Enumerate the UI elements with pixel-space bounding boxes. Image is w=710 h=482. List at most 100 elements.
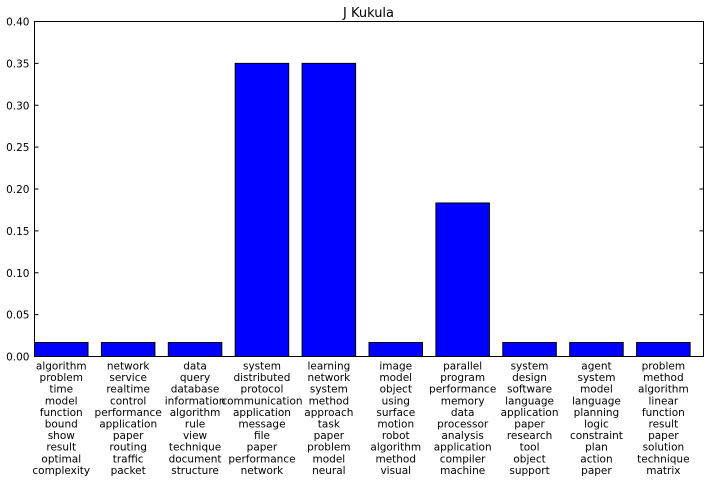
x-category-word: object xyxy=(380,384,412,396)
x-category-word: information xyxy=(165,395,226,407)
x-category-word: result xyxy=(46,442,76,454)
bar-7 xyxy=(435,202,490,357)
x-category-word: software xyxy=(507,384,552,396)
x-category-word: application xyxy=(434,442,492,454)
x-category-label-5: learning network system method approach task p… xyxy=(304,361,353,477)
x-category-word: analysis xyxy=(441,430,484,442)
x-category-word: function xyxy=(642,407,685,419)
x-category-word: system xyxy=(577,372,615,384)
chart-title: J Kukula xyxy=(342,6,394,21)
x-category-word: application xyxy=(233,407,291,419)
x-category-word: technique xyxy=(637,453,689,465)
x-category-word: communication xyxy=(221,395,302,407)
x-category-word: document xyxy=(169,453,222,465)
x-category-word: method xyxy=(643,372,684,384)
x-category-word: function xyxy=(40,407,83,419)
x-category-word: control xyxy=(110,395,146,407)
x-category-word: algorithm xyxy=(638,384,689,396)
x-category-word: plan xyxy=(585,442,608,454)
x-category-word: design xyxy=(512,372,547,384)
y-tick-label: 0.00 xyxy=(6,352,29,364)
x-category-word: paper xyxy=(314,430,345,442)
x-category-word: protocol xyxy=(241,384,284,396)
bar-6 xyxy=(368,342,424,358)
x-category-label-7: parallel program performance memory data proc… xyxy=(429,361,496,477)
x-category-word: database xyxy=(171,384,220,396)
x-category-word: application xyxy=(501,407,559,419)
x-category-word: problem xyxy=(642,361,685,373)
x-category-word: surface xyxy=(376,407,415,419)
x-category-word: object xyxy=(513,453,545,465)
x-category-word: problem xyxy=(40,372,83,384)
x-category-word: system xyxy=(243,361,281,373)
x-category-word: research xyxy=(507,430,552,442)
x-category-label-4: system distributed protocol communication ap… xyxy=(221,361,302,477)
x-category-word: visual xyxy=(380,465,411,477)
x-category-label-3: data query database information algorithm rul… xyxy=(165,361,226,477)
y-tick-label: 0.40 xyxy=(6,17,29,29)
x-category-word: motion xyxy=(377,419,414,431)
x-category-word: structure xyxy=(171,465,219,477)
x-category-word: program xyxy=(440,372,485,384)
y-tick-label: 0.30 xyxy=(6,100,29,112)
bar-2 xyxy=(100,342,156,358)
x-category-word: service xyxy=(109,372,147,384)
x-category-word: learning xyxy=(307,361,350,373)
y-tick-label: 0.10 xyxy=(6,268,29,280)
y-tick-label: 0.25 xyxy=(6,142,29,154)
x-category-label-1: algorithm problem time model function bound sh… xyxy=(32,361,90,477)
x-category-word: query xyxy=(180,372,210,384)
x-category-word: matrix xyxy=(646,465,680,477)
y-tick-label: 0.35 xyxy=(6,58,29,70)
x-category-word: packet xyxy=(111,465,146,477)
x-category-word: performance xyxy=(228,453,295,465)
x-category-word: logic xyxy=(584,419,609,431)
x-category-word: linear xyxy=(649,395,679,407)
x-category-word: network xyxy=(107,361,151,373)
x-category-word: file xyxy=(254,430,270,442)
bar-1 xyxy=(34,342,89,358)
x-category-word: network xyxy=(308,372,352,384)
bar-3 xyxy=(167,342,223,358)
x-category-word: system xyxy=(511,361,549,373)
x-category-word: bound xyxy=(45,419,78,431)
x-category-word: method xyxy=(309,395,350,407)
x-category-word: language xyxy=(572,395,621,407)
x-category-word: performance xyxy=(95,407,162,419)
x-category-word: rule xyxy=(185,419,205,431)
x-category-word: method xyxy=(375,453,416,465)
x-category-word: agent xyxy=(581,361,611,373)
x-category-word: application xyxy=(99,419,157,431)
x-category-word: view xyxy=(183,430,208,442)
x-category-word: algorithm xyxy=(36,361,87,373)
x-category-label-9: agent system model language planning logic con… xyxy=(570,361,623,477)
x-category-word: solution xyxy=(643,442,685,454)
x-category-word: performance xyxy=(429,384,496,396)
bar-8 xyxy=(502,342,557,358)
x-category-word: algorithm xyxy=(170,407,221,419)
x-category-word: neural xyxy=(312,465,345,477)
plot-frame xyxy=(34,21,704,357)
x-category-word: data xyxy=(451,407,475,419)
x-category-word: tool xyxy=(520,442,540,454)
x-category-word: routing xyxy=(109,442,147,454)
x-category-word: paper xyxy=(113,430,144,442)
y-tick-label: 0.15 xyxy=(6,226,29,238)
x-category-label-6: image model object using surface motion robot a… xyxy=(370,361,421,477)
x-category-word: image xyxy=(379,361,412,373)
x-category-word: paper xyxy=(247,442,278,454)
x-category-word: show xyxy=(48,430,76,442)
x-category-word: processor xyxy=(437,419,489,431)
x-category-word: task xyxy=(318,419,341,431)
x-category-word: robot xyxy=(382,430,410,442)
y-tick-label: 0.20 xyxy=(6,184,29,196)
x-category-label-2: network service realtime control performance… xyxy=(95,361,162,477)
bar-10 xyxy=(636,342,691,358)
x-category-word: system xyxy=(310,384,348,396)
x-category-word: problem xyxy=(307,442,350,454)
x-category-word: data xyxy=(183,361,207,373)
x-category-word: model xyxy=(45,395,78,407)
x-category-word: model xyxy=(313,453,346,465)
bars-group xyxy=(34,62,691,358)
x-category-word: planning xyxy=(574,407,620,419)
